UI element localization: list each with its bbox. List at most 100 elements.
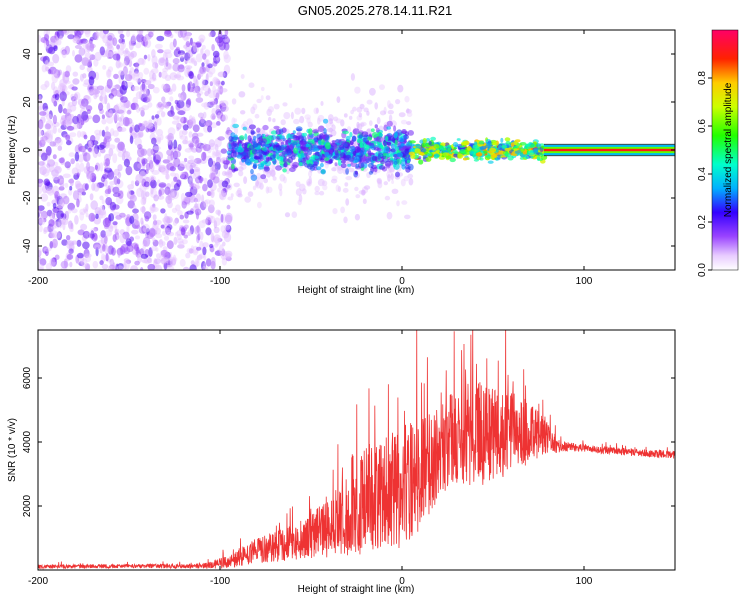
- heatmap-cell: [231, 98, 237, 105]
- heatmap-cell: [211, 150, 216, 159]
- heatmap-cell: [192, 132, 199, 139]
- heatmap-cell: [406, 159, 410, 164]
- heatmap-cell: [195, 97, 204, 103]
- heatmap-cell: [72, 78, 80, 85]
- heatmap-cell: [98, 102, 104, 112]
- heatmap-cell: [408, 151, 416, 156]
- heatmap-cell: [215, 209, 221, 215]
- heatmap-cell: [312, 163, 318, 168]
- heatmap-cell: [67, 240, 75, 246]
- heatmap-cell: [214, 250, 223, 256]
- heatmap-cell: [90, 88, 99, 96]
- heatmap-cell: [125, 100, 130, 109]
- heatmap-cell: [210, 232, 215, 243]
- heatmap-cell: [139, 170, 147, 180]
- heatmap-cell: [48, 164, 55, 173]
- heatmap-cell: [184, 65, 193, 70]
- heatmap-cell: [400, 178, 406, 187]
- heatmap-cell: [102, 34, 108, 44]
- heatmap-cell: [461, 141, 468, 146]
- heatmap-cell: [184, 52, 191, 61]
- heatmap-cell: [225, 172, 233, 178]
- heatmap-cell: [152, 203, 156, 209]
- heatmap-cell: [129, 194, 137, 203]
- heatmap-cell: [404, 214, 411, 220]
- heatmap-cell: [88, 147, 92, 152]
- heatmap-cell: [352, 150, 357, 156]
- heatmap-cell: [52, 114, 58, 125]
- heatmap-cell: [184, 157, 188, 163]
- heatmap-cell: [118, 121, 125, 126]
- heatmap-cell: [40, 129, 45, 136]
- heatmap-cell: [112, 53, 121, 61]
- heatmap-cell: [352, 128, 360, 135]
- heatmap-cell: [201, 102, 209, 108]
- heatmap-cell: [250, 174, 258, 181]
- heatmap-cell: [430, 136, 436, 141]
- heatmap-cell: [201, 151, 207, 161]
- heatmap-cell: [57, 138, 63, 146]
- heatmap-cell: [216, 121, 221, 126]
- heatmap-cell: [135, 78, 141, 83]
- heatmap-cell: [66, 253, 74, 260]
- heatmap-cell: [209, 215, 216, 224]
- heatmap-cell: [361, 131, 369, 138]
- heatmap-cell: [396, 152, 403, 158]
- heatmap-cell: [514, 150, 522, 155]
- heatmap-cell: [161, 165, 167, 174]
- heatmap-cell: [389, 159, 394, 166]
- heatmap-cell: [283, 162, 288, 168]
- heatmap-cell: [101, 204, 106, 211]
- heatmap-cell: [375, 127, 380, 133]
- heatmap-cell: [158, 164, 166, 170]
- heatmap-cell: [156, 253, 161, 259]
- heatmap-cell: [429, 149, 433, 153]
- heatmap-cell: [190, 58, 195, 63]
- heatmap-cell: [391, 180, 395, 184]
- heatmap-cell: [391, 188, 399, 194]
- spectrogram-ytick-label: 0: [22, 147, 33, 153]
- colorbar-tick-label: 0.4: [697, 167, 708, 181]
- heatmap-cell: [181, 200, 187, 209]
- heatmap-cell: [93, 216, 101, 225]
- heatmap-cell: [201, 44, 206, 50]
- heatmap-cell: [68, 248, 74, 254]
- heatmap-cell: [113, 168, 120, 176]
- heatmap-cell: [354, 86, 361, 94]
- heatmap-cell: [67, 102, 71, 113]
- heatmap-cell: [214, 143, 219, 152]
- heatmap-cell: [335, 118, 342, 124]
- heatmap-cell: [244, 133, 248, 141]
- heatmap-cell: [62, 80, 71, 85]
- heatmap-cell: [191, 249, 199, 254]
- heatmap-cell: [211, 235, 216, 243]
- heatmap-cell: [350, 109, 354, 115]
- heatmap-cell: [173, 74, 182, 79]
- heatmap-cell: [240, 110, 246, 115]
- heatmap-cell: [79, 211, 85, 221]
- heatmap-cell: [112, 211, 121, 216]
- heatmap-cell: [225, 256, 232, 262]
- heatmap-cell: [366, 128, 373, 134]
- heatmap-cell: [48, 233, 56, 239]
- heatmap-cell: [132, 208, 139, 214]
- heatmap-cell: [275, 165, 282, 171]
- heatmap-cell: [99, 260, 104, 266]
- heatmap-cell: [48, 66, 57, 75]
- heatmap-cell: [331, 124, 336, 131]
- heatmap-cell: [155, 233, 163, 239]
- heatmap-cell: [223, 232, 232, 243]
- heatmap-cell: [49, 232, 55, 239]
- heatmap-cell: [152, 86, 160, 94]
- heatmap-cell: [152, 237, 156, 243]
- heatmap-cell: [49, 141, 57, 147]
- heatmap-cell: [433, 144, 440, 149]
- heatmap-cell: [141, 205, 146, 214]
- heatmap-cell: [151, 49, 156, 58]
- heatmap-cell: [203, 200, 209, 208]
- heatmap-cell: [51, 169, 59, 177]
- heatmap-cell: [142, 38, 148, 48]
- heatmap-cell: [401, 130, 407, 134]
- heatmap-cell: [142, 88, 149, 96]
- heatmap-cell: [187, 86, 195, 93]
